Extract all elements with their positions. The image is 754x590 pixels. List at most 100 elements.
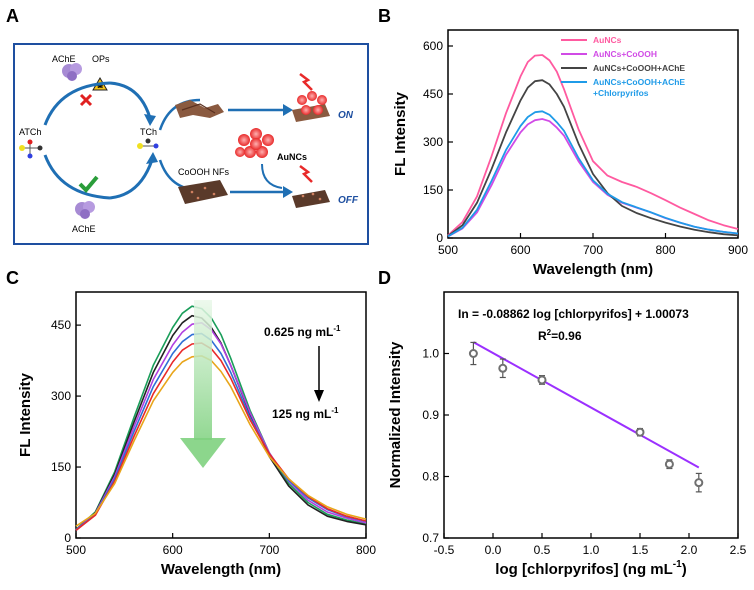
arrow-head-icon (146, 152, 158, 164)
cycle-arrow-bottom-left (43, 154, 111, 200)
y-tick-label: 0.9 (422, 408, 439, 422)
data-point-6 (694, 478, 704, 488)
series-line-2 (447, 118, 739, 238)
ache-enzyme-icon-bottom (75, 201, 95, 219)
on-state-icon (292, 73, 330, 122)
x-tick-label: 2.5 (730, 543, 747, 557)
x-tick-label: 600 (163, 543, 183, 557)
check-icon (78, 175, 99, 193)
x-tick-label: -0.5 (434, 543, 455, 557)
x-tick-label: 2.0 (681, 543, 698, 557)
series-line-2 (75, 314, 367, 531)
y-tick-label: 1.0 (422, 347, 439, 361)
auncs-label: AuNCs (277, 152, 307, 162)
x-tick-label: 700 (583, 243, 603, 257)
auncs-cluster-icon (235, 128, 274, 158)
y-tick-label: 0.8 (422, 470, 439, 484)
y-tick-label: 0 (436, 231, 443, 245)
y-tick-label: 450 (423, 87, 443, 101)
legend-label: +Chlorpyrifos (593, 88, 649, 98)
x-axis-label: Wavelength (nm) (533, 261, 653, 278)
series-line-4 (447, 110, 739, 238)
decreasing-trend-arrow-icon (180, 300, 226, 468)
y-tick-label: 300 (51, 389, 71, 403)
r-squared: R2=0.96 (538, 328, 582, 343)
y-tick-label: 300 (423, 135, 443, 149)
data-point-4 (635, 427, 645, 437)
atch-molecule-icon (19, 139, 43, 159)
fit-line (472, 341, 700, 469)
y-axis-label: FL Intensity (392, 91, 409, 176)
annotation-bottom-concentration: 125 ng mL-1 (272, 406, 339, 421)
x-axis-label: log [chlorpyrifos] (ng mL-1) (495, 559, 686, 578)
tch-molecule-icon (137, 138, 159, 149)
x-tick-label: 1.5 (632, 543, 649, 557)
x-tick-label: 700 (259, 543, 279, 557)
x-tick-label: 600 (510, 243, 530, 257)
y-axis-label: FL Intensity (17, 372, 34, 457)
panel-letter-a: A (6, 6, 19, 26)
cooh-label: CoOOH NFs (178, 167, 230, 177)
tch-label: TCh (140, 127, 157, 137)
panel-c: C 500 600 700 800 0 150 300 450 Wavelength (nm) F… (6, 268, 376, 578)
panel-letter-c: C (6, 268, 19, 288)
panel-letter-b: B (378, 6, 391, 26)
data-point-1 (468, 349, 478, 358)
plot-frame (447, 29, 739, 239)
branch-arrow-top (158, 98, 201, 131)
plot-frame (75, 291, 367, 539)
x-axis-label: Wavelength (nm) (161, 561, 281, 578)
y-tick-label: 450 (51, 318, 71, 332)
series-line-3 (447, 79, 739, 237)
x-tick-label: 500 (66, 543, 86, 557)
x-tick-label: 800 (655, 243, 675, 257)
on-label: ON (338, 110, 354, 121)
legend-label: AuNCs+CoOOH+AChE (593, 77, 685, 87)
x-tick-label: 0.5 (534, 543, 551, 557)
concentration-arrow-head-icon (314, 390, 324, 402)
ache-label-bottom: AChE (72, 224, 96, 234)
data-point-3 (537, 375, 547, 385)
y-tick-label: 150 (423, 183, 443, 197)
y-tick-label: 600 (423, 39, 443, 53)
x-tick-label: 0.0 (485, 543, 502, 557)
panel-d: D -0.5 0.0 0.5 1.0 1.5 2.0 2.5 0.7 0.8 0.9 1.0 log … (378, 268, 747, 578)
panel-a: A AChE OPs ☠ (6, 6, 369, 245)
x-tick-label: 800 (356, 543, 376, 557)
y-tick-label: 0 (64, 531, 71, 545)
legend-label: AuNCs (593, 35, 622, 45)
ache-label-top: AChE (52, 54, 76, 64)
series-line-4 (75, 332, 367, 532)
inhibition-x-icon (79, 93, 93, 107)
legend-label: AuNCs+CoOOH+AChE (593, 63, 685, 73)
cooh-nanoflakes-icon (178, 180, 228, 204)
data-point-5 (664, 459, 674, 469)
data-point-2 (498, 363, 508, 373)
fit-equation: In = -0.08862 log [chlorpyrifos] + 1.000… (458, 307, 689, 321)
legend-label: AuNCs+CoOOH (593, 49, 657, 59)
nanoflakes-top-icon (175, 100, 224, 118)
arrow-head-icon (283, 186, 293, 198)
panel-letter-d: D (378, 268, 391, 288)
annotation-top-concentration: 0.625 ng mL-1 (264, 324, 341, 339)
x-tick-label: 500 (438, 243, 458, 257)
cycle-arrow-bottom-right (109, 159, 154, 200)
ops-label: OPs (92, 54, 110, 64)
chart-c: 500 600 700 800 0 150 300 450 Wavelength (nm) FL … (17, 291, 376, 578)
ache-enzyme-icon-top (62, 63, 82, 81)
chart-d: -0.5 0.0 0.5 1.0 1.5 2.0 2.5 0.7 0.8 0.9 1.0 log [c… (387, 291, 747, 578)
svg-text:☠: ☠ (97, 82, 103, 90)
arrow-head-icon (144, 114, 156, 126)
plot-frame (443, 291, 739, 539)
arrow-head-icon (283, 104, 293, 116)
cycle-arrow-top-right (109, 81, 152, 119)
x-tick-label: 1.0 (583, 543, 600, 557)
panel-b: B 500 600 700 800 9000150300450600Wavelength… (378, 6, 748, 278)
x-tick-label: 900 (728, 243, 748, 257)
y-axis-label: Normalized Intensity (387, 341, 404, 488)
y-tick-label: 0.7 (422, 531, 439, 545)
series-line-1 (447, 54, 739, 237)
y-tick-label: 150 (51, 460, 71, 474)
